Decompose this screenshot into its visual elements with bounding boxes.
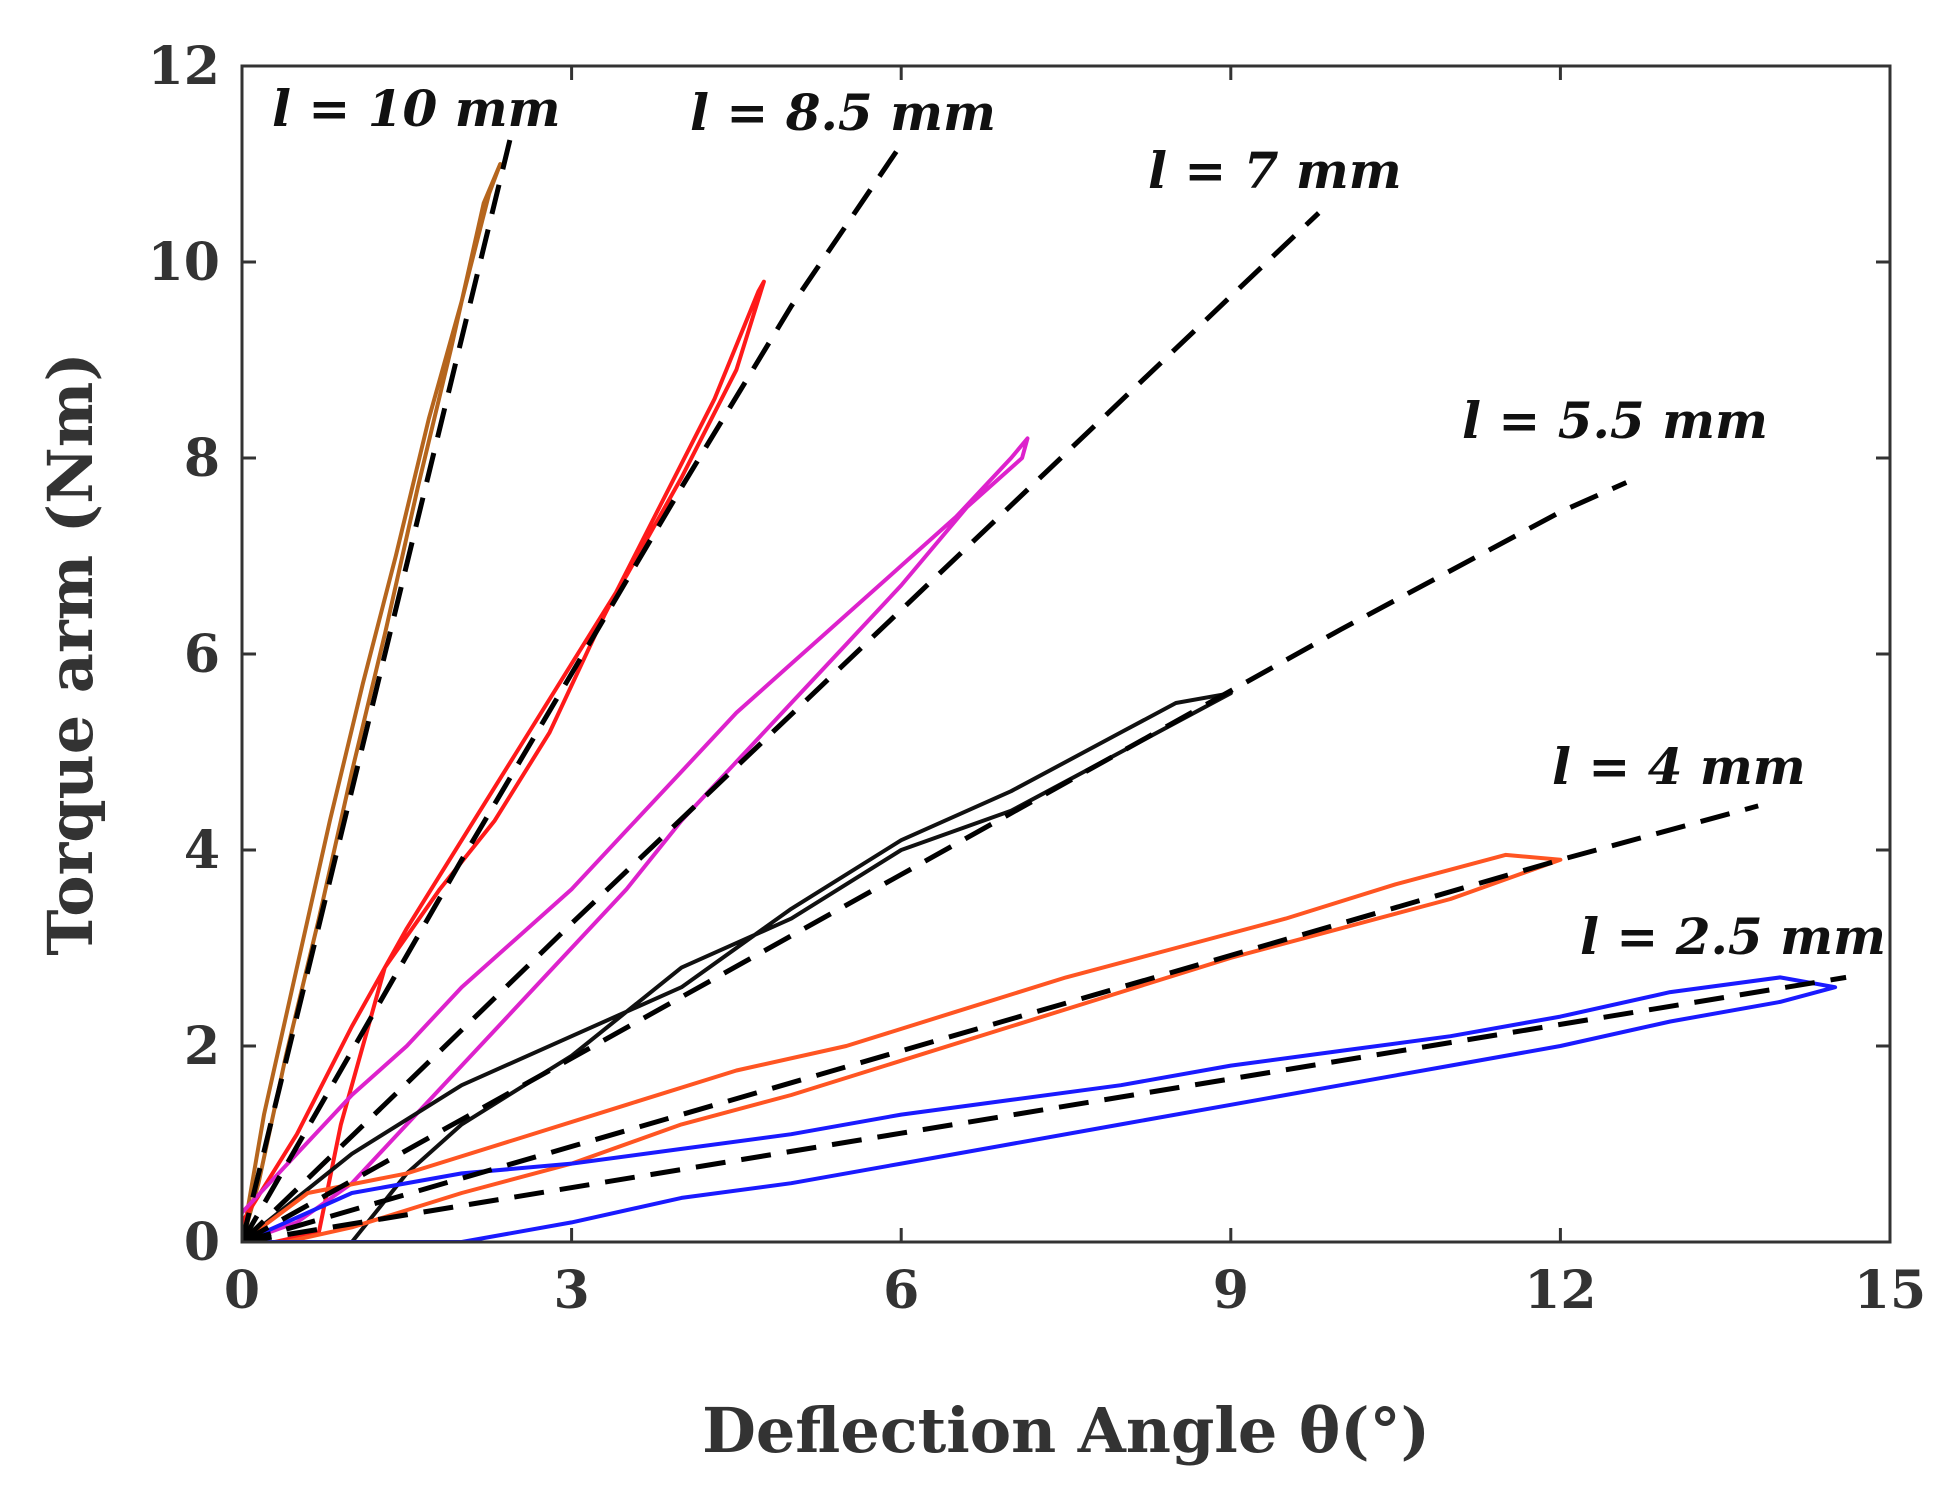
series-label: l = 4 mm (1552, 737, 1806, 796)
y-tick-label: 6 (184, 624, 220, 685)
series-label: l = 2.5 mm (1580, 907, 1886, 966)
y-tick-label: 2 (184, 1016, 220, 1077)
y-tick-label: 0 (184, 1212, 220, 1273)
series-layer (242, 134, 1847, 1242)
x-axis: 0 3 6 9 12 15 (224, 66, 1926, 1321)
y-tick-label: 10 (148, 232, 220, 293)
series-label: l = 10 mm (272, 79, 561, 138)
series-fit-line (242, 134, 514, 1242)
y-tick-label: 8 (184, 428, 220, 489)
series-label: l = 5.5 mm (1462, 391, 1768, 450)
x-tick-label: 6 (883, 1260, 919, 1321)
series-label: l = 8.5 mm (690, 83, 996, 142)
x-tick-label: 15 (1854, 1260, 1926, 1321)
series-fit-line (242, 142, 904, 1242)
series-label: l = 7 mm (1148, 141, 1402, 200)
x-axis-title: Deflection Angle θ(°) (702, 1394, 1430, 1467)
y-tick-label: 4 (184, 820, 220, 881)
series-fit-line (242, 974, 1847, 1242)
series-fit-line (242, 480, 1628, 1242)
x-tick-label: 9 (1213, 1260, 1249, 1321)
series-labels: l = 10 mm l = 8.5 mm l = 7 mm l = 5.5 mm… (272, 79, 1886, 966)
series-measured-line (242, 852, 1563, 1242)
y-axis-title: Torque arm (Nm) (34, 352, 107, 955)
y-axis: 0 2 4 6 8 10 12 (148, 36, 1890, 1273)
plot-frame (240, 64, 1892, 1244)
x-tick-label: 12 (1524, 1260, 1596, 1321)
series-measured-line (242, 975, 1838, 1242)
series-fit-line (242, 211, 1321, 1242)
x-tick-label: 0 (224, 1260, 260, 1321)
series-measured-line (242, 436, 1030, 1242)
series-fit-line (242, 803, 1759, 1242)
y-tick-label: 12 (148, 36, 220, 97)
x-tick-label: 3 (554, 1260, 590, 1321)
